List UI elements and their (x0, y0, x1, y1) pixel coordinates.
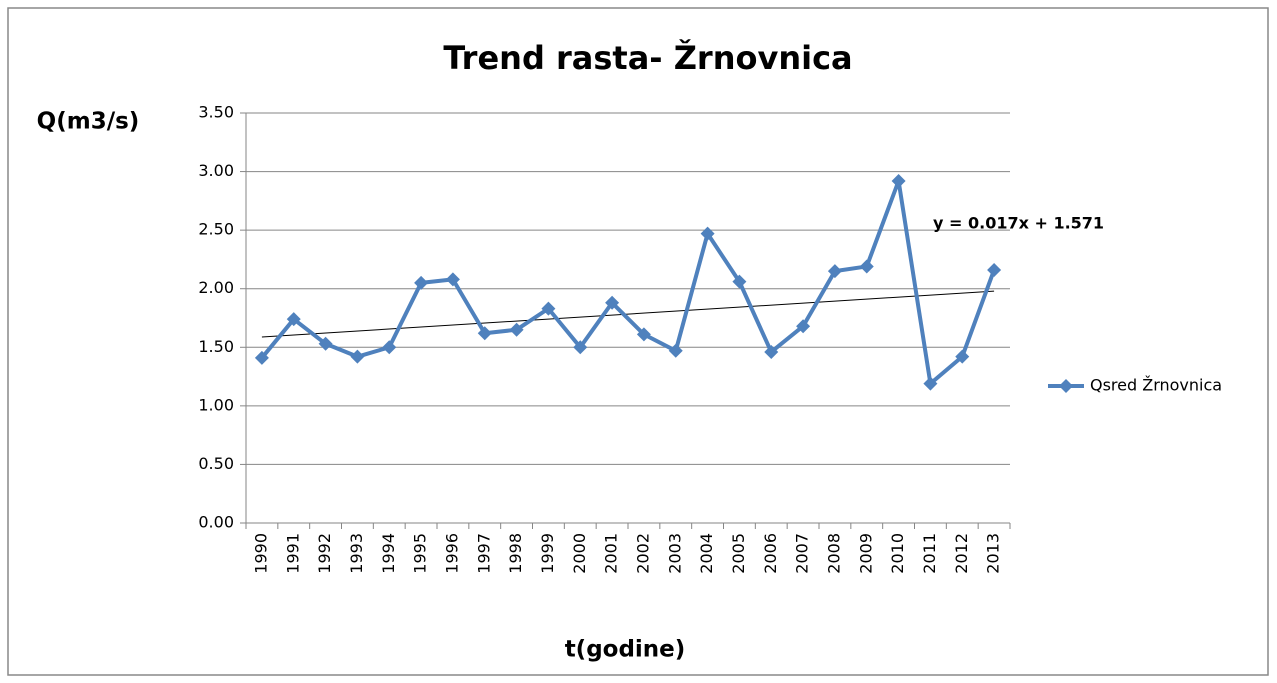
data-point (605, 295, 620, 310)
x-axis-label: t(godine) (565, 637, 686, 663)
x-tick-label: 2011 (920, 533, 939, 574)
data-point (414, 275, 429, 290)
data-point (955, 349, 970, 364)
x-tick-label: 2004 (697, 533, 716, 574)
y-tick-label: 2.00 (198, 278, 234, 297)
x-tick-label: 2005 (729, 533, 748, 574)
legend-marker (1059, 379, 1073, 393)
data-point (827, 264, 842, 279)
x-tick-label: 1997 (474, 533, 493, 574)
y-tick-label: 0.50 (198, 454, 234, 473)
data-point (509, 322, 524, 337)
x-tick-label: 1991 (283, 533, 302, 574)
x-tick-label: 1993 (347, 533, 366, 574)
x-tick-label: 1990 (251, 533, 270, 574)
chart-title: Trend rasta- Žrnovnica (443, 39, 852, 77)
x-tick-label: 2001 (602, 533, 621, 574)
x-tick-label: 1996 (442, 533, 461, 574)
y-tick-label: 0.00 (198, 513, 234, 532)
trendline (261, 290, 995, 338)
y-tick-label: 1.50 (198, 337, 234, 356)
x-tick-label: 1992 (315, 533, 334, 574)
data-point (318, 336, 333, 351)
data-point (796, 319, 811, 334)
x-tick-label: 1999 (538, 533, 557, 574)
y-axis-label: Q(m3/s) (37, 109, 140, 135)
data-point (859, 259, 874, 274)
x-tick-label: 2007 (793, 533, 812, 574)
x-tick-label: 2012 (952, 533, 971, 574)
x-tick-label: 1998 (506, 533, 525, 574)
y-tick-label: 3.00 (198, 161, 234, 180)
data-point (764, 344, 779, 359)
x-tick-label: 2013 (984, 533, 1003, 574)
y-tick-label: 1.00 (198, 395, 234, 414)
data-point (923, 376, 938, 391)
data-point (732, 274, 747, 289)
y-tick-label: 2.50 (198, 220, 234, 239)
data-point (891, 173, 906, 188)
x-tick-label: 2002 (633, 533, 652, 574)
data-point (700, 226, 715, 241)
chart-border (7, 7, 1269, 676)
data-point (668, 343, 683, 358)
data-point (987, 262, 1002, 277)
data-point (350, 349, 365, 364)
x-tick-label: 2003 (665, 533, 684, 574)
y-tick-label: 3.50 (198, 103, 234, 122)
data-point (445, 272, 460, 287)
x-tick-label: 2000 (570, 533, 589, 574)
x-tick-label: 2006 (761, 533, 780, 574)
x-tick-label: 2008 (824, 533, 843, 574)
x-tick-label: 1995 (411, 533, 430, 574)
x-tick-label: 2010 (888, 533, 907, 574)
x-tick-label: 1994 (379, 533, 398, 574)
data-point (382, 340, 397, 355)
data-point (636, 327, 651, 342)
data-point (477, 326, 492, 341)
data-point (573, 340, 588, 355)
trendline-equation: y = 0.017x + 1.571 (933, 214, 1104, 233)
data-point (254, 350, 269, 365)
data-point (286, 312, 301, 327)
legend-label: Qsred Žrnovnica (1090, 376, 1222, 395)
x-tick-label: 2009 (856, 533, 875, 574)
data-point (541, 301, 556, 316)
